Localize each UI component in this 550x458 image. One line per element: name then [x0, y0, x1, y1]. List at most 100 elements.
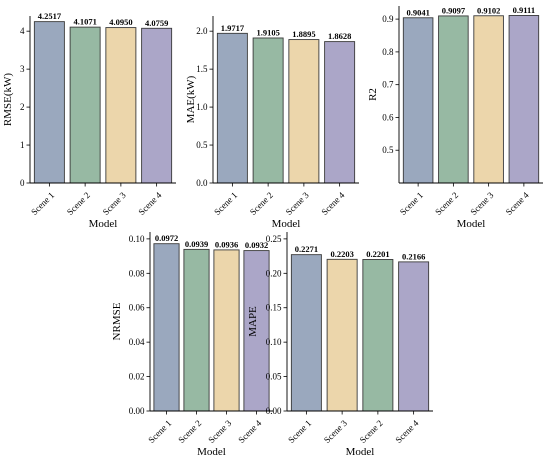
data-label: 0.0936	[215, 239, 238, 249]
y-tick-label: 3	[20, 64, 25, 74]
y-axis-title: RMSE(kW)	[2, 73, 14, 127]
bar-scene-3	[288, 39, 320, 184]
data-label: 1.9105	[256, 27, 279, 37]
y-tick-label: 0.08	[129, 268, 145, 278]
chart-panel-3: 0.9041 Scene 1 0.9097 Scene 2 0.9102 Scene 3 0…	[367, 5, 543, 230]
data-label: 4.0759	[145, 18, 168, 28]
chart-panel-5: 0.2271 Scene 1 0.2203 Scene 3 0.2201 Scene 2 0…	[247, 232, 433, 458]
chart-panel-2: 1.9717 Scene 1 1.9105 Scene 2 1.8895 Scene 3 1…	[185, 16, 359, 230]
bar-scene-4	[243, 250, 270, 412]
bar-scene-1	[290, 254, 322, 412]
x-tick-label: Scene 3	[284, 190, 311, 217]
y-tick-label: 0.8	[382, 47, 394, 57]
data-label: 0.0939	[185, 239, 208, 249]
y-tick-label: 0.15	[266, 303, 282, 313]
y-tick-label: 0.05	[266, 372, 282, 382]
x-tick-label: Scene 4	[504, 190, 531, 217]
y-tick-label: 0.0	[196, 178, 208, 188]
x-tick-label: Scene 4	[236, 418, 263, 445]
x-tick-label: Scene 1	[398, 190, 425, 217]
y-tick-label: 0	[20, 178, 25, 188]
bar-scene-2	[362, 259, 394, 412]
y-tick-label: 0.25	[266, 234, 282, 244]
x-tick-label: Scene 2	[65, 190, 92, 217]
data-label: 0.0932	[245, 240, 268, 250]
x-tick-label: Scene 2	[176, 418, 203, 445]
bar-scene-2	[183, 248, 210, 412]
bar-scene-1	[402, 17, 434, 184]
y-tick-label: 1.0	[196, 102, 208, 112]
bar-scene-4	[141, 27, 173, 184]
chart-panel-1: 4.2517 Scene 1 4.1071 Scene 2 4.0950 Scene 3 4…	[2, 11, 176, 230]
x-axis-title: Model	[89, 218, 118, 230]
x-tick-label: Scene 4	[136, 190, 163, 217]
data-label: 0.9097	[442, 5, 466, 15]
data-label: 0.9102	[477, 5, 500, 15]
x-axis-title: Model	[346, 446, 375, 458]
bar-scene-1	[33, 21, 65, 184]
y-axis-title: NRMSE	[111, 302, 123, 340]
bar-scene-3	[213, 249, 240, 412]
bar-scene-4	[324, 41, 356, 184]
bar-scene-2	[438, 15, 469, 184]
y-tick-label: 0.00	[266, 406, 282, 416]
bar-scene-2	[69, 26, 101, 184]
bar-scene-4	[508, 15, 540, 184]
bar-scene-4	[398, 261, 430, 412]
y-axis-title: R2	[367, 88, 379, 101]
y-tick-label: 4	[20, 26, 25, 36]
x-tick-label: Scene 4	[393, 418, 420, 445]
x-tick-label: Scene 1	[146, 418, 173, 445]
y-tick-label: 0.02	[129, 372, 145, 382]
data-label: 4.2517	[38, 11, 62, 21]
y-axis-title: MAE(kW)	[185, 75, 197, 123]
y-tick-label: 0.5	[382, 145, 394, 155]
y-axis-title: MAPE	[247, 306, 259, 337]
bar-scene-2	[252, 37, 284, 184]
x-axis-title: Model	[272, 218, 301, 230]
data-label: 4.1071	[73, 17, 96, 27]
x-axis-title: Model	[457, 218, 486, 230]
x-tick-label: Scene 3	[468, 190, 495, 217]
y-tick-label: 0.06	[129, 303, 145, 313]
data-label: 0.9041	[406, 7, 429, 17]
x-tick-label: Scene 2	[248, 190, 275, 217]
bar-scene-3	[473, 15, 504, 184]
y-tick-label: 1	[20, 140, 25, 150]
chart-panel-4: 0.0972 Scene 1 0.0939 Scene 2 0.0936 Scene 3 0…	[111, 232, 273, 458]
data-label: 0.2166	[402, 251, 425, 261]
y-tick-label: 0.7	[382, 80, 394, 90]
data-label: 1.8628	[328, 31, 351, 41]
x-tick-label: Scene 3	[101, 190, 128, 217]
data-label: 4.0950	[109, 17, 132, 27]
y-tick-label: 0.20	[266, 268, 282, 278]
data-label: 1.9717	[221, 23, 245, 33]
x-tick-label: Scene 3	[322, 418, 349, 445]
bar-scene-3	[326, 258, 358, 412]
x-tick-label: Scene 3	[206, 418, 233, 445]
x-tick-label: Scene 1	[212, 190, 239, 217]
x-axis-title: Model	[197, 446, 226, 458]
data-label: 0.0972	[155, 233, 178, 243]
y-tick-label: 0.5	[196, 140, 208, 150]
y-tick-label: 0.04	[129, 337, 145, 347]
bar-scene-3	[105, 27, 137, 184]
data-label: 0.2203	[330, 249, 353, 259]
y-tick-label: 0.10	[129, 234, 145, 244]
y-tick-label: 1.5	[196, 64, 208, 74]
x-tick-label: Scene 1	[29, 190, 56, 217]
y-tick-label: 2	[20, 102, 25, 112]
data-label: 0.2271	[295, 244, 318, 254]
data-label: 0.9111	[513, 5, 535, 15]
x-tick-label: Scene 2	[433, 190, 460, 217]
bar-scene-1	[216, 32, 248, 184]
y-tick-label: 0.6	[382, 112, 394, 122]
x-tick-label: Scene 4	[319, 190, 346, 217]
y-tick-label: 0.00	[129, 406, 145, 416]
y-tick-label: 0.10	[266, 337, 282, 347]
x-tick-label: Scene 1	[286, 418, 313, 445]
data-label: 1.8895	[292, 29, 315, 39]
bar-scene-1	[153, 243, 180, 412]
y-tick-label: 0.9	[382, 14, 394, 24]
